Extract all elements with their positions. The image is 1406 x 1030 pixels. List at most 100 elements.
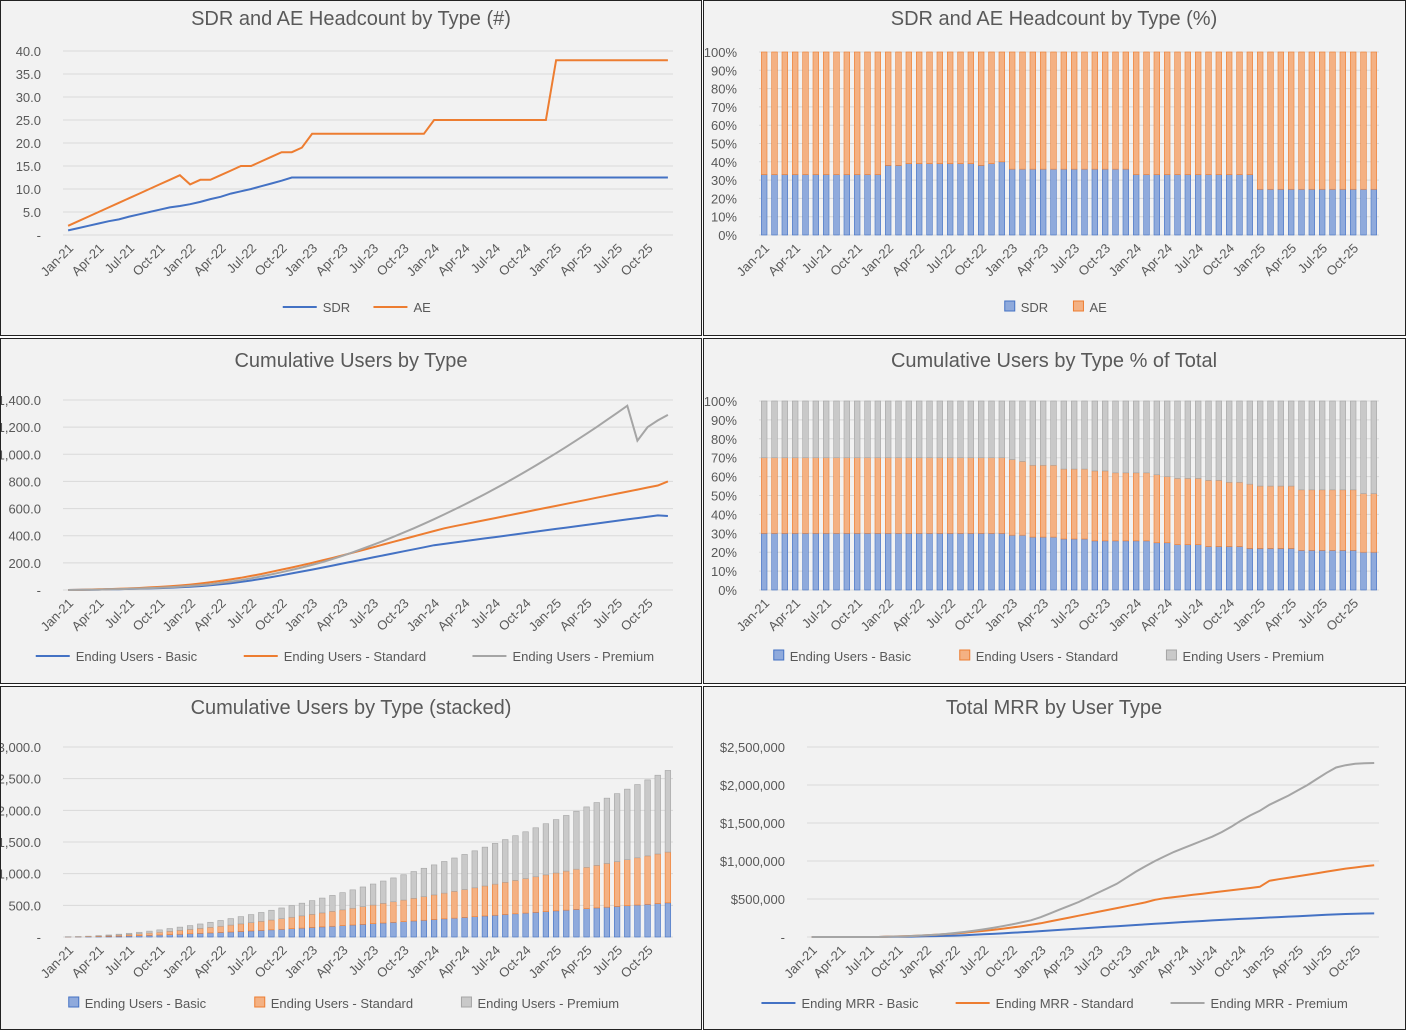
y-tick-label: $1,000,000 [720, 854, 785, 869]
bar-segment [420, 896, 428, 921]
bar-segment [298, 915, 306, 929]
x-tick-label: Jan-24 [1124, 943, 1163, 982]
bar-segment [542, 823, 550, 876]
bar-segment [771, 457, 778, 534]
bar-segment [573, 909, 580, 938]
bar-segment [451, 891, 458, 919]
y-tick-label: 20.0 [16, 136, 41, 151]
bar-segment [1040, 168, 1047, 236]
bar-segment [1298, 188, 1305, 236]
bar-segment [471, 916, 478, 938]
bar-segment [895, 400, 902, 459]
bar-segment [522, 878, 529, 914]
bar-segment [197, 928, 204, 934]
bar-segment [885, 165, 892, 236]
x-tick-label: Jan-25 [1239, 943, 1278, 982]
bar-segment [905, 51, 912, 164]
bar-segment [390, 901, 397, 923]
bar-segment [947, 51, 954, 164]
bar-segment [156, 931, 163, 936]
legend-label: Ending Users - Premium [1182, 649, 1324, 664]
bar-segment [1019, 534, 1026, 591]
bar-segment [864, 457, 871, 534]
y-tick-label: 70% [711, 451, 737, 466]
bar-segment [812, 400, 819, 459]
bar-segment [833, 400, 840, 459]
bar-segment [176, 933, 184, 938]
bar-segment [1329, 400, 1336, 491]
legend-label: Ending Users - Basic [76, 649, 198, 664]
bar-segment [1133, 51, 1140, 175]
bar-segment [792, 457, 799, 534]
bar-segment [410, 898, 417, 922]
x-tick-label: Oct-23 [374, 596, 412, 634]
y-tick-label: 10% [711, 564, 737, 579]
bar-segment [1040, 400, 1047, 466]
bar-segment [1205, 480, 1212, 547]
x-tick-label: Apr-21 [810, 943, 848, 981]
bar-segment [349, 889, 356, 909]
bar-segment [885, 400, 892, 459]
bar-segment [268, 909, 275, 921]
bar-segment [1277, 51, 1284, 190]
y-tick-label: 40.0 [16, 44, 41, 59]
bar-segment [339, 925, 346, 938]
bar-segment [441, 861, 448, 894]
bar-segment [481, 915, 489, 938]
y-tick-label: 90% [711, 413, 737, 428]
bar-segment [1019, 51, 1026, 170]
y-tick-label: 1,000.0 [1, 867, 41, 882]
bar-segment [833, 51, 840, 175]
bar-segment [430, 864, 438, 896]
y-tick-label: 80% [711, 432, 737, 447]
bar-segment [278, 907, 285, 919]
bar-segment [1122, 400, 1129, 474]
x-tick-label: Jan-23 [1010, 943, 1049, 982]
bar-segment [1236, 481, 1243, 547]
bar-segment [1257, 548, 1264, 591]
bar-segment [1329, 550, 1336, 591]
x-tick-label: Jan-24 [403, 943, 442, 982]
bar-segment [854, 400, 861, 459]
bar-segment [1267, 188, 1274, 236]
bar-segment [1184, 544, 1191, 591]
bar-segment [781, 400, 788, 459]
bar-segment [1112, 540, 1119, 591]
bar-segment [522, 831, 529, 879]
bar-segment [461, 854, 468, 890]
bar-segment [522, 912, 529, 938]
y-tick-label: 25.0 [16, 113, 41, 128]
bar-segment [1174, 478, 1181, 545]
bar-segment [410, 920, 417, 938]
bar-segment [1226, 546, 1233, 591]
x-tick-label: Apr-22 [190, 596, 228, 634]
x-tick-label: Oct-23 [374, 943, 412, 981]
bar-segment [319, 912, 326, 928]
bar-segment [1071, 168, 1078, 236]
x-tick-label: Apr-23 [1039, 943, 1077, 981]
bar-segment [781, 174, 788, 236]
bar-segment [207, 921, 214, 928]
legend-label: Ending MRR - Standard [996, 996, 1134, 1011]
bar-segment [390, 922, 397, 938]
x-tick-label: Oct-22 [951, 596, 989, 634]
bar-segment [1153, 51, 1160, 175]
bar-segment [1215, 174, 1222, 236]
x-tick-label: Apr-23 [312, 943, 350, 981]
bar-segment [957, 533, 964, 591]
chart-cumulative-users-pct: Cumulative Users by Type % of Total 0% 10%… [704, 350, 1379, 664]
bar-segment [812, 457, 819, 534]
bar-segment [664, 770, 672, 853]
bar-segment [1360, 551, 1367, 591]
bar-segment [420, 867, 428, 897]
chart-cumulative-users-stacked: Cumulative Users by Type (stacked) - 500.0… [1, 697, 673, 1011]
bar-segment [1370, 493, 1377, 553]
bar-segment [967, 163, 974, 236]
bar-segment [1009, 400, 1016, 460]
bar-segment [1019, 461, 1026, 536]
bar-segment [812, 533, 819, 591]
chart-title: Cumulative Users by Type [234, 350, 467, 372]
bar-segment [1370, 400, 1377, 494]
bar-segment [563, 909, 570, 938]
y-tick-label: 60% [711, 118, 737, 133]
